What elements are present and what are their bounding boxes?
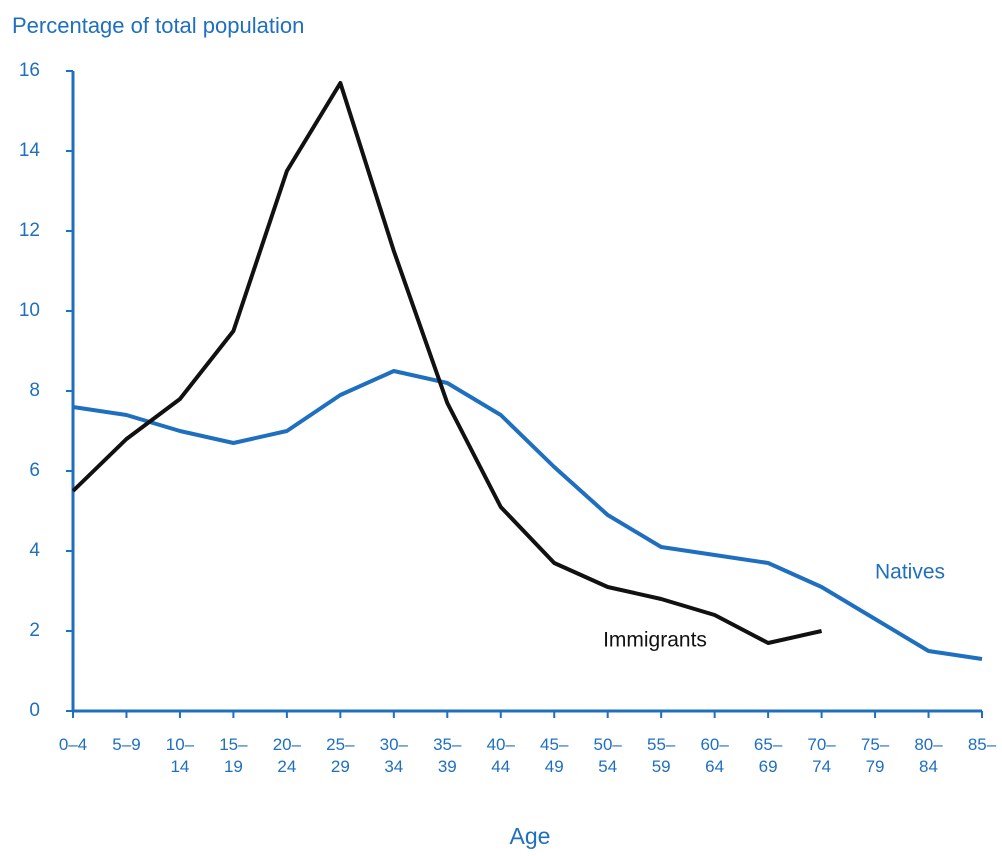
y-tick-label: 0	[29, 700, 40, 721]
x-tick-label: 40–44	[486, 735, 515, 776]
series-label: Natives	[875, 561, 945, 584]
x-tick-label: 85–	[967, 735, 997, 754]
series-line	[71, 81, 823, 645]
y-tick-label: 4	[29, 540, 40, 561]
x-tick-label: 60–64	[700, 735, 729, 776]
y-tick-label: 6	[29, 460, 40, 481]
y-tick-label: 10	[19, 300, 40, 321]
series-line	[72, 369, 983, 661]
y-tick-label: 2	[29, 620, 40, 641]
x-tick-label: 0–4	[58, 735, 88, 754]
x-tick-label: 65–69	[753, 735, 783, 776]
x-tick-label: 55–59	[646, 735, 676, 776]
x-tick-label: 5–9	[112, 735, 141, 754]
x-tick-label: 35–39	[433, 735, 462, 776]
series-label: Immigrants	[603, 629, 707, 652]
y-tick-label: 12	[19, 220, 40, 241]
x-tick-label: 15–19	[219, 735, 248, 776]
y-tick-label: 16	[19, 60, 40, 81]
y-tick-label: 8	[29, 380, 40, 401]
x-tick-label: 10–14	[165, 735, 195, 776]
x-tick-label: 70–74	[807, 735, 836, 776]
y-tick-label: 14	[19, 140, 41, 161]
x-tick-label: 45–49	[540, 735, 569, 776]
x-tick-label: 25–29	[326, 735, 355, 776]
x-tick-label: 75–79	[860, 735, 890, 776]
x-tick-label: 50–54	[593, 735, 622, 776]
x-tick-label: 20–24	[272, 735, 302, 776]
x-axis-label: Age	[510, 823, 551, 849]
x-tick-label: 30–34	[379, 735, 408, 776]
chart-title: Percentage of total population	[12, 13, 304, 38]
x-tick-label: 80–84	[914, 735, 943, 776]
